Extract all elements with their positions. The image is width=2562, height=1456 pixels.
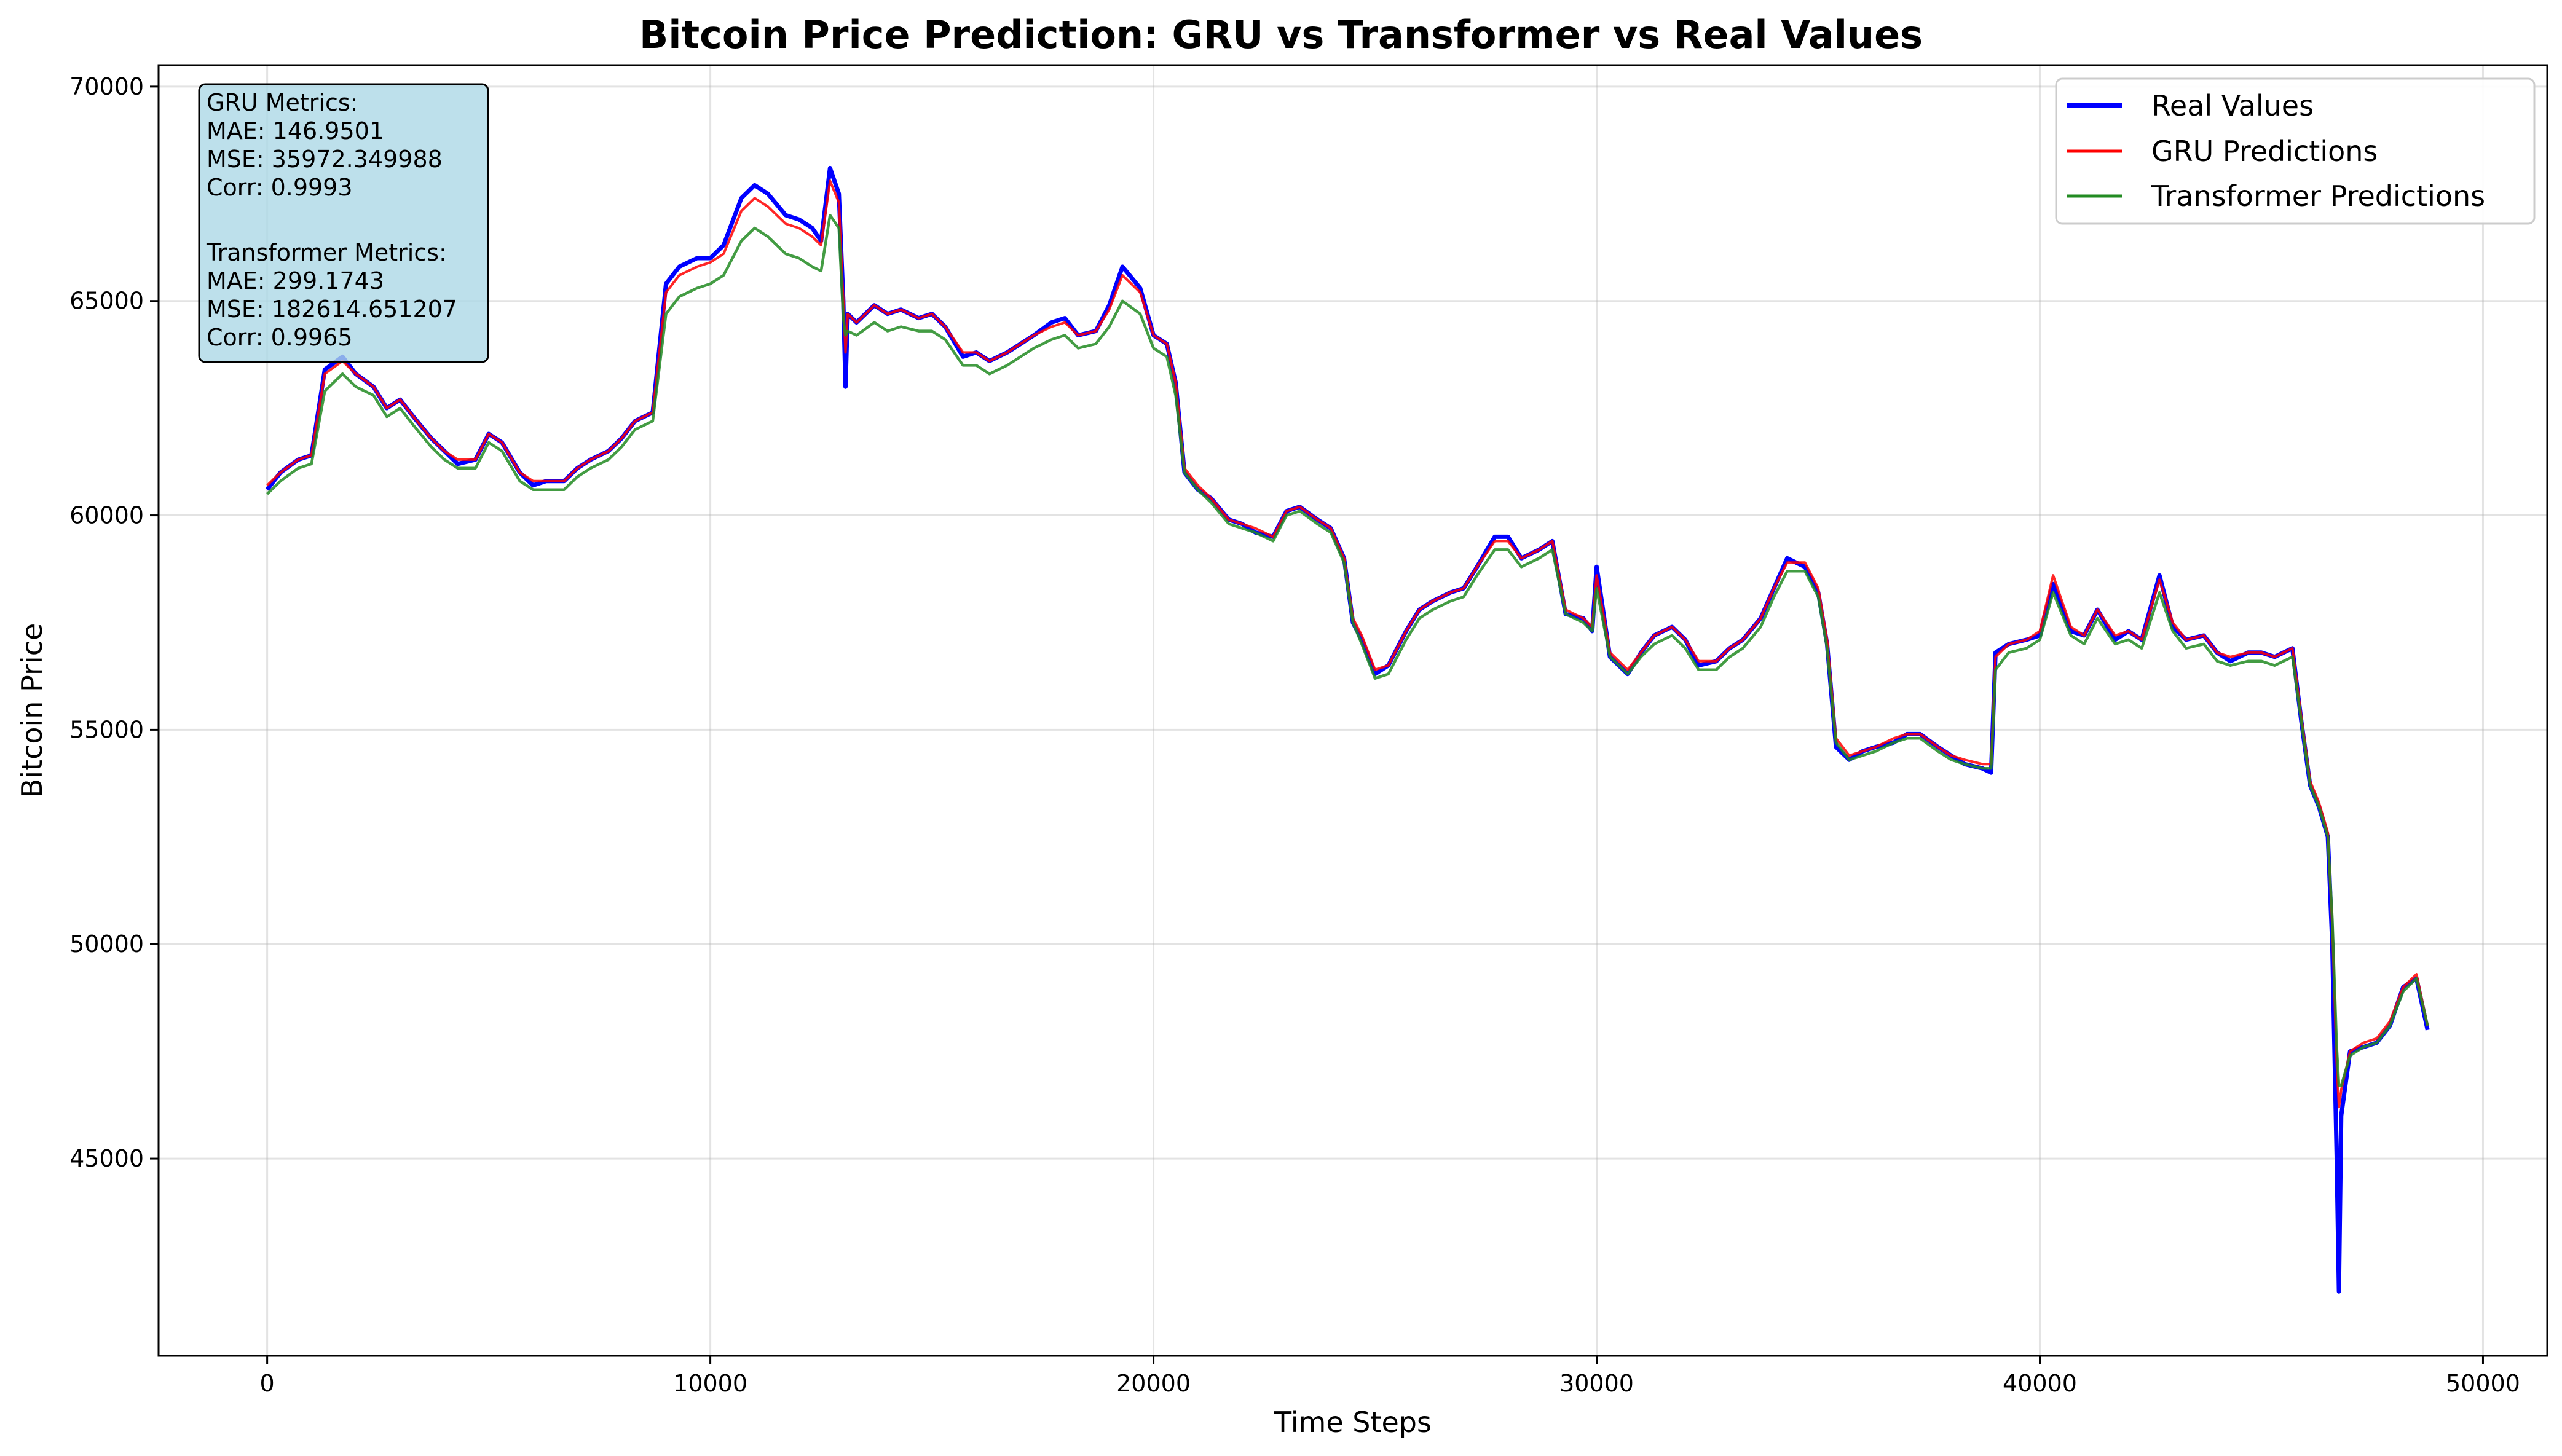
metrics-box-background — [198, 83, 489, 363]
gru-predictions-line — [266, 179, 2429, 1109]
x-tick-label: 50000 — [2446, 1370, 2520, 1397]
legend-label-transformer: Transformer Predictions — [2151, 179, 2485, 213]
legend-label-real: Real Values — [2151, 89, 2314, 122]
metrics-line: Corr: 0.9993 — [207, 174, 353, 201]
y-tick-label: 70000 — [69, 73, 144, 100]
x-axis-ticks: 0 10000 20000 30000 40000 50000 — [260, 1356, 2520, 1397]
legend-label-gru: GRU Predictions — [2151, 135, 2378, 168]
y-axis-ticks: 45000 50000 55000 60000 65000 70000 — [69, 73, 159, 1172]
y-tick-label: 60000 — [69, 502, 144, 529]
y-tick-label: 55000 — [69, 716, 144, 743]
plot-frame — [157, 64, 2548, 1357]
metrics-line: MSE: 35972.349988 — [207, 146, 443, 173]
legend: Real Values GRU Predictions Transformer … — [2055, 77, 2536, 225]
metrics-line: MAE: 146.9501 — [207, 117, 384, 144]
y-axis-label: Bitcoin Price — [15, 623, 49, 798]
grid-lines — [159, 65, 2547, 1356]
metrics-line: MSE: 182614.651207 — [207, 296, 457, 323]
x-tick-label: 20000 — [1116, 1370, 1191, 1397]
metrics-box: GRU Metrics: MAE: 146.9501 MSE: 35972.34… — [198, 83, 489, 363]
x-tick-label: 0 — [260, 1370, 275, 1397]
y-tick-label: 65000 — [69, 288, 144, 315]
metrics-line: Transformer Metrics: — [206, 239, 447, 266]
series-layer — [265, 165, 2430, 1294]
transformer-predictions-line — [266, 213, 2429, 1087]
x-tick-label: 10000 — [673, 1370, 747, 1397]
y-tick-label: 50000 — [69, 931, 144, 958]
x-tick-label: 40000 — [2003, 1370, 2077, 1397]
x-axis-label: Time Steps — [1274, 1406, 1432, 1439]
chart-title: Bitcoin Price Prediction: GRU vs Transfo… — [639, 12, 1923, 57]
y-tick-label: 45000 — [69, 1145, 144, 1172]
x-tick-label: 30000 — [1559, 1370, 1634, 1397]
metrics-line: GRU Metrics: — [207, 89, 358, 116]
metrics-line: Corr: 0.9965 — [207, 324, 353, 351]
legend-frame — [2055, 77, 2536, 225]
metrics-line: MAE: 299.1743 — [207, 267, 384, 294]
